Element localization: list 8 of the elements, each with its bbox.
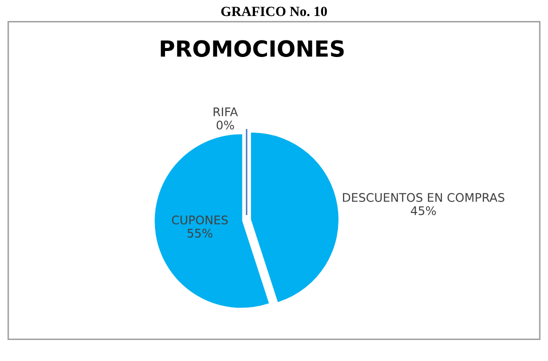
chart-title: PROMOCIONES <box>160 40 344 57</box>
slice-label: DESCUENTOS EN COMPRAS <box>342 193 504 202</box>
text: 0% <box>216 120 234 130</box>
category-label: RIFA <box>214 108 238 116</box>
data-label: 55% <box>188 228 212 238</box>
data-label: 45% <box>410 206 436 216</box>
slice-label: CUPONES <box>172 216 228 224</box>
text: GRAFICO No. 10 <box>221 6 327 16</box>
